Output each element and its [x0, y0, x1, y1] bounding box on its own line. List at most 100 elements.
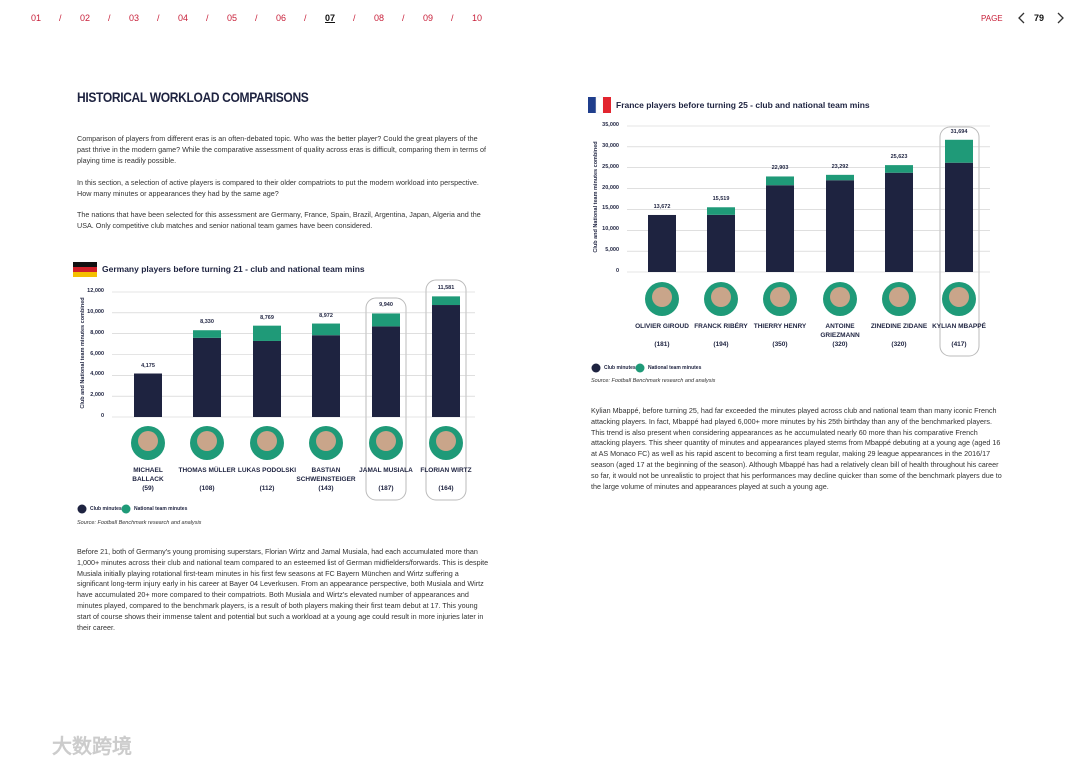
total-label: 31,694 — [950, 128, 968, 135]
bar-segment — [253, 325, 281, 341]
player-photo-face — [138, 431, 158, 451]
appearances: (417) — [951, 341, 967, 348]
bar-segment — [945, 162, 973, 272]
legend-swatch — [77, 504, 87, 514]
nav-item[interactable]: 07 — [325, 13, 336, 23]
y-tick-label: 30,000 — [602, 142, 619, 149]
nav-separator: / — [451, 13, 454, 23]
nav-separator: / — [108, 13, 111, 23]
nav-item[interactable]: 01 — [31, 13, 42, 23]
y-tick-label: 8,000 — [90, 329, 104, 336]
appearances: (187) — [378, 485, 394, 492]
bar-segment — [945, 139, 973, 163]
total-label: 13,672 — [653, 203, 671, 210]
nav-item[interactable]: 08 — [374, 13, 385, 23]
nav-item[interactable]: 05 — [227, 13, 238, 23]
total-label: 11,581 — [437, 285, 455, 292]
y-tick-label: 25,000 — [602, 163, 619, 170]
bar-segment — [707, 207, 735, 215]
y-axis-label: Club and National team minutes combined — [593, 141, 599, 253]
bar-segment — [648, 214, 676, 272]
bar-segment — [193, 337, 221, 417]
player-photo-face — [711, 287, 731, 307]
player-name: LUKAS PODOLSKI — [237, 467, 297, 474]
y-tick-label: 15,000 — [602, 205, 619, 212]
player-name: JAMAL MUSIALA — [359, 467, 413, 474]
y-tick-label: 0 — [615, 268, 619, 274]
legend-label: National team minutes — [648, 364, 702, 371]
paragraph: Kylian Mbappé, before turning 25, had fa… — [591, 406, 1002, 491]
nav-item[interactable]: 02 — [80, 13, 91, 23]
appearances: (143) — [318, 485, 334, 492]
player-name: ANTOINE GRIEZMANN — [820, 323, 860, 339]
y-tick-label: 10,000 — [87, 308, 104, 315]
player-photo-face — [830, 287, 850, 307]
highlight-boxes — [365, 126, 980, 501]
y-tick-label: 6,000 — [90, 350, 104, 357]
appearances: (164) — [438, 485, 454, 492]
y-tick-label: 4,000 — [90, 371, 104, 378]
player-photo-face — [652, 287, 672, 307]
bar-segment — [826, 174, 854, 181]
appearances: (320) — [891, 341, 907, 348]
total-label: 4,175 — [141, 362, 155, 369]
y-tick-label: 10,000 — [602, 226, 619, 233]
player-photo-face — [316, 431, 336, 451]
player-photo-face — [197, 431, 217, 451]
paragraph: The nations that have been selected for … — [77, 210, 481, 230]
y-tick-label: 2,000 — [90, 392, 104, 399]
source-note: Source: Football Benchmark research and … — [591, 378, 716, 384]
appearances: (108) — [199, 485, 215, 492]
player-photo-face — [770, 287, 790, 307]
nav-item[interactable]: 03 — [129, 13, 140, 23]
legend-label: Club minutes — [90, 505, 122, 512]
nav-separator: / — [353, 13, 356, 23]
total-label: 8,330 — [200, 319, 214, 326]
player-photo-face — [889, 287, 909, 307]
france-flag — [588, 96, 611, 114]
bar-segment — [766, 176, 794, 186]
nav-separator: / — [304, 13, 307, 23]
player-name: MICHAEL BALLACK — [132, 467, 164, 483]
appearances: (350) — [772, 341, 788, 348]
page-number: 79 — [1034, 13, 1045, 23]
total-label: 8,769 — [260, 314, 274, 321]
bar-segment — [372, 313, 400, 327]
page-label: PAGE — [981, 14, 1003, 23]
nav-item[interactable]: 06 — [276, 13, 287, 23]
player-name: FRANCK RIBÉRY — [694, 323, 748, 330]
bar-segment — [766, 185, 794, 272]
player-photo-face — [376, 431, 396, 451]
bar-segment — [707, 214, 735, 272]
nav-separator: / — [255, 13, 258, 23]
y-tick-label: 12,000 — [87, 288, 104, 294]
nav-item[interactable]: 09 — [423, 13, 434, 23]
bar-segment — [253, 340, 281, 417]
page-arrows[interactable] — [1018, 12, 1064, 24]
bar-segment — [432, 305, 460, 417]
bar-segment — [372, 326, 400, 417]
nav-item[interactable]: 10 — [472, 13, 483, 23]
appearances: (59) — [142, 485, 154, 492]
nav-separator: / — [206, 13, 209, 23]
bar-segment — [885, 165, 913, 173]
source-note: Source: Football Benchmark research and … — [77, 520, 202, 526]
chart-title: France players before turning 25 - club … — [616, 100, 870, 110]
player-photo-face — [949, 287, 969, 307]
bar-segment — [193, 330, 221, 338]
nav-item[interactable]: 04 — [178, 13, 189, 23]
total-label: 8,972 — [319, 312, 333, 319]
page-title: HISTORICAL WORKLOAD COMPARISONS — [77, 89, 309, 105]
bar-segment — [432, 296, 460, 306]
nav-separator: / — [157, 13, 160, 23]
chart-title: Germany players before turning 21 - club… — [102, 264, 365, 274]
total-label: 25,623 — [890, 154, 908, 161]
player-name: THIERRY HENRY — [753, 323, 807, 330]
bar-segment — [312, 323, 340, 336]
player-name: ZINEDINE ZIDANE — [870, 323, 928, 330]
nav-separator: / — [59, 13, 62, 23]
appearances: (320) — [832, 341, 848, 348]
legend-label: National team minutes — [134, 505, 188, 512]
player-name: FLORIAN WIRTZ — [420, 467, 472, 474]
